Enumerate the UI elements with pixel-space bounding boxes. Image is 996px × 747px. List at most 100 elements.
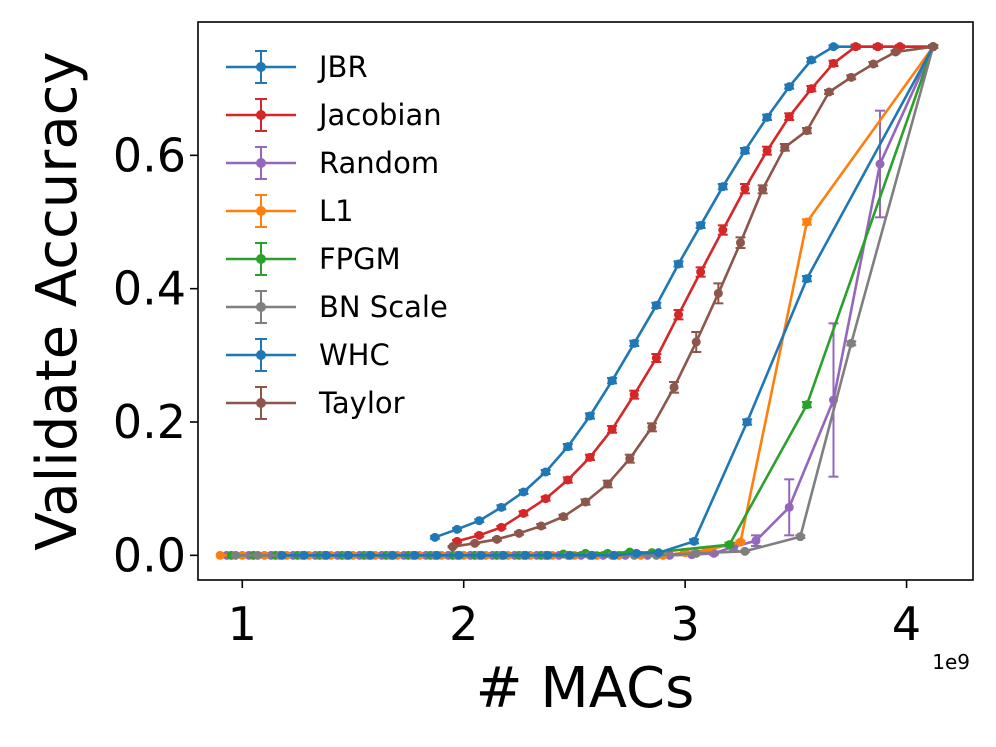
legend-item-jacobian: Jacobian xyxy=(226,98,442,132)
data-point xyxy=(470,538,480,548)
data-point xyxy=(806,84,816,94)
data-point xyxy=(724,540,734,550)
data-point xyxy=(674,310,683,320)
data-point xyxy=(647,422,657,432)
x-tick-label: 3 xyxy=(671,597,700,651)
data-point xyxy=(689,536,699,546)
data-point xyxy=(654,548,664,558)
data-point xyxy=(713,288,723,298)
data-point xyxy=(802,126,812,136)
legend-swatch-marker xyxy=(256,62,266,72)
series-line-jacobian xyxy=(456,45,934,543)
plot-frame xyxy=(197,21,974,581)
data-point xyxy=(736,537,745,547)
data-point xyxy=(603,479,613,489)
data-point xyxy=(873,42,883,52)
data-point xyxy=(432,550,442,560)
data-point xyxy=(691,337,701,347)
data-point xyxy=(625,454,635,464)
data-point xyxy=(565,550,575,560)
data-point xyxy=(891,47,900,57)
data-point xyxy=(629,338,639,348)
data-point xyxy=(851,42,861,52)
data-point xyxy=(651,300,661,310)
y-tick-label: 0.0 xyxy=(113,528,186,582)
data-point xyxy=(430,532,440,542)
data-point xyxy=(758,184,768,194)
x-tick-label: 4 xyxy=(892,597,921,651)
data-point xyxy=(536,521,546,531)
data-point xyxy=(321,550,331,560)
data-point xyxy=(543,550,553,560)
data-point xyxy=(751,536,761,546)
data-point xyxy=(696,220,706,230)
legend-item-jbr: JBR xyxy=(226,50,368,84)
y-tick-label: 0.2 xyxy=(113,395,186,449)
legend-item-l1: L1 xyxy=(226,194,354,228)
y-tick-label: 0.4 xyxy=(113,262,186,316)
legend-label: Taylor xyxy=(318,386,405,420)
data-point xyxy=(875,159,885,169)
data-point xyxy=(215,550,225,560)
legend-label: JBR xyxy=(317,50,368,84)
data-point xyxy=(829,42,838,52)
data-point xyxy=(541,467,551,477)
data-point xyxy=(691,548,701,558)
legend-swatch-marker xyxy=(256,110,266,120)
series-taylor xyxy=(447,42,939,552)
data-point xyxy=(802,400,812,410)
legend-label: FPGM xyxy=(319,242,401,276)
legend-item-fpgm: FPGM xyxy=(226,242,401,276)
data-point xyxy=(388,550,398,560)
data-point xyxy=(824,87,834,97)
data-point xyxy=(496,502,506,512)
data-point xyxy=(454,550,464,560)
data-point xyxy=(718,182,728,192)
data-point xyxy=(806,55,816,65)
data-point xyxy=(740,184,750,194)
data-point xyxy=(740,546,750,556)
data-point xyxy=(829,58,838,68)
legend-label: BN Scale xyxy=(319,290,448,324)
data-point xyxy=(474,516,484,526)
data-point xyxy=(496,522,506,532)
data-point xyxy=(784,82,794,92)
legend-swatch-marker xyxy=(256,206,266,216)
data-point xyxy=(499,550,509,560)
data-point xyxy=(784,112,794,122)
legend-swatch-marker xyxy=(256,254,266,264)
data-point xyxy=(802,217,812,227)
data-point xyxy=(231,550,241,560)
data-point xyxy=(762,112,772,122)
legend-label: WHC xyxy=(319,338,390,372)
legend-item-random: Random xyxy=(226,146,439,180)
data-point xyxy=(410,550,420,560)
x-tick-label: 2 xyxy=(449,597,478,651)
data-point xyxy=(718,225,728,235)
data-point xyxy=(541,494,551,504)
data-point xyxy=(607,376,617,386)
data-point xyxy=(277,550,287,560)
data-point xyxy=(514,528,524,538)
data-point xyxy=(492,534,502,544)
legend-swatch-marker xyxy=(256,158,266,168)
data-point xyxy=(736,238,745,248)
data-point xyxy=(609,550,619,560)
data-point xyxy=(762,146,772,156)
legend-item-taylor: Taylor xyxy=(226,386,405,420)
series-line-whc xyxy=(282,46,935,557)
x-axis-title: # MACs xyxy=(476,656,695,721)
data-point xyxy=(780,142,790,152)
data-point xyxy=(448,542,458,552)
data-point xyxy=(607,424,617,434)
data-point xyxy=(651,353,661,363)
data-point xyxy=(587,550,597,560)
legend-item-whc: WHC xyxy=(226,338,390,372)
data-point xyxy=(521,550,531,560)
data-point xyxy=(846,338,856,348)
y-axis-title: Validate Accuracy xyxy=(25,51,90,550)
data-point xyxy=(585,452,595,462)
legend-swatch-marker xyxy=(256,350,266,360)
data-point xyxy=(740,146,750,156)
